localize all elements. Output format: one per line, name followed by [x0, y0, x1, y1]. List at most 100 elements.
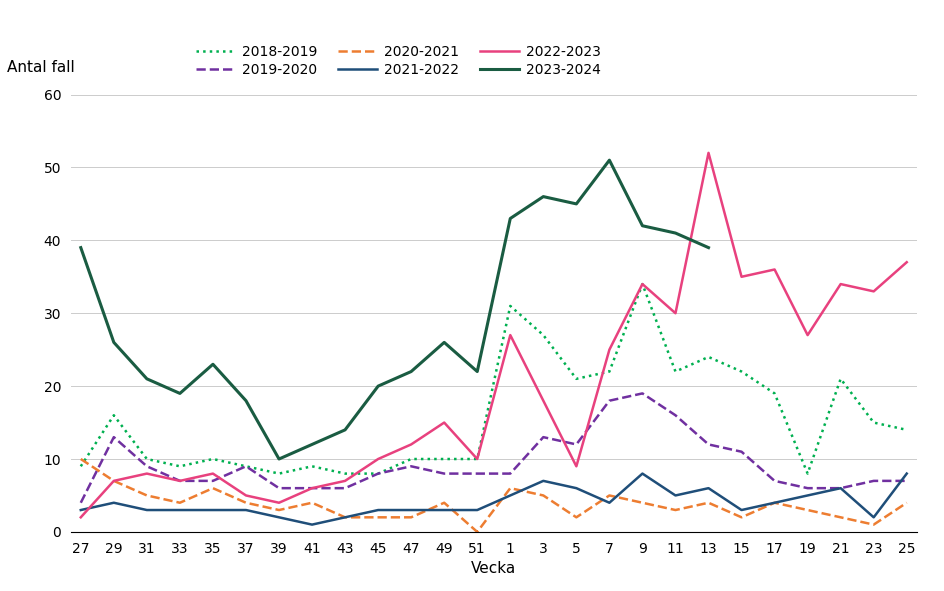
2021-2022	[372, 506, 383, 514]
2020-2021	[372, 514, 383, 521]
2023-2024	[306, 441, 317, 448]
2022-2023	[570, 463, 582, 470]
2020-2021	[570, 514, 582, 521]
2021-2022	[901, 470, 912, 477]
2023-2024	[240, 397, 251, 404]
2018-2019	[636, 281, 648, 288]
2020-2021	[75, 456, 86, 463]
2021-2022	[636, 470, 648, 477]
2022-2023	[768, 266, 780, 273]
2020-2021	[868, 521, 879, 528]
2018-2019	[339, 470, 350, 477]
2019-2020	[339, 485, 350, 492]
2020-2021	[603, 492, 615, 499]
2022-2023	[669, 310, 681, 317]
2020-2021	[834, 514, 846, 521]
2022-2023	[702, 150, 714, 157]
2018-2019	[141, 456, 152, 463]
2023-2024	[702, 244, 714, 251]
2018-2019	[405, 456, 416, 463]
2019-2020	[306, 485, 317, 492]
2019-2020	[801, 485, 813, 492]
2021-2022	[603, 499, 615, 506]
Line: 2019-2020: 2019-2020	[80, 394, 906, 503]
2023-2024	[603, 157, 615, 164]
Line: 2020-2021: 2020-2021	[80, 459, 906, 532]
2018-2019	[372, 470, 383, 477]
2020-2021	[504, 485, 515, 492]
2019-2020	[207, 478, 218, 485]
2019-2020	[405, 463, 416, 470]
2020-2021	[339, 514, 350, 521]
2023-2024	[207, 361, 218, 368]
2019-2020	[438, 470, 449, 477]
2021-2022	[702, 485, 714, 492]
2018-2019	[273, 470, 284, 477]
2019-2020	[834, 485, 846, 492]
2023-2024	[471, 368, 482, 375]
Legend: 2018-2019, 2019-2020, 2020-2021, 2021-2022, 2022-2023, 2023-2024: 2018-2019, 2019-2020, 2020-2021, 2021-20…	[196, 45, 600, 77]
2019-2020	[603, 397, 615, 404]
2019-2020	[273, 485, 284, 492]
2022-2023	[901, 259, 912, 266]
2018-2019	[108, 412, 119, 419]
2018-2019	[868, 419, 879, 426]
2020-2021	[801, 506, 813, 514]
2023-2024	[339, 426, 350, 433]
2019-2020	[735, 448, 747, 455]
2020-2021	[537, 492, 548, 499]
2019-2020	[141, 463, 152, 470]
2022-2023	[735, 273, 747, 280]
2018-2019	[537, 332, 548, 339]
2020-2021	[174, 499, 185, 506]
2021-2022	[306, 521, 317, 528]
2021-2022	[801, 492, 813, 499]
2019-2020	[108, 434, 119, 441]
2022-2023	[207, 470, 218, 477]
2019-2020	[768, 478, 780, 485]
2018-2019	[570, 375, 582, 382]
2019-2020	[868, 478, 879, 485]
2018-2019	[306, 463, 317, 470]
2019-2020	[471, 470, 482, 477]
2021-2022	[504, 492, 515, 499]
2018-2019	[768, 390, 780, 397]
2022-2023	[306, 485, 317, 492]
2020-2021	[273, 506, 284, 514]
2019-2020	[669, 412, 681, 419]
2021-2022	[537, 478, 548, 485]
Text: Antal fall: Antal fall	[8, 60, 76, 74]
2018-2019	[207, 456, 218, 463]
2022-2023	[868, 288, 879, 295]
2022-2023	[603, 346, 615, 353]
2023-2024	[108, 339, 119, 346]
2020-2021	[438, 499, 449, 506]
2018-2019	[504, 303, 515, 310]
2021-2022	[868, 514, 879, 521]
2022-2023	[471, 456, 482, 463]
2022-2023	[141, 470, 152, 477]
2019-2020	[702, 441, 714, 448]
2019-2020	[504, 470, 515, 477]
2022-2023	[504, 332, 515, 339]
2021-2022	[75, 506, 86, 514]
2022-2023	[75, 514, 86, 521]
2022-2023	[405, 441, 416, 448]
2023-2024	[438, 339, 449, 346]
2023-2024	[537, 193, 548, 200]
Line: 2018-2019: 2018-2019	[80, 284, 906, 473]
2023-2024	[372, 382, 383, 389]
2021-2022	[273, 514, 284, 521]
2021-2022	[570, 485, 582, 492]
2018-2019	[174, 463, 185, 470]
2021-2022	[174, 506, 185, 514]
2019-2020	[372, 470, 383, 477]
2022-2023	[339, 478, 350, 485]
2020-2021	[471, 528, 482, 535]
2023-2024	[174, 390, 185, 397]
2018-2019	[702, 353, 714, 361]
2021-2022	[207, 506, 218, 514]
2022-2023	[240, 492, 251, 499]
2018-2019	[471, 456, 482, 463]
2020-2021	[669, 506, 681, 514]
